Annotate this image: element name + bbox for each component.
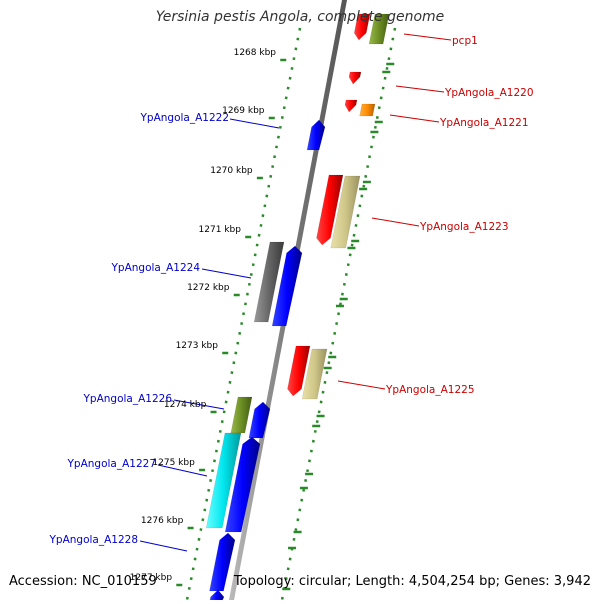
kbp-tick-label: 1274 kbp (164, 400, 207, 410)
gene-feature (230, 396, 253, 434)
label-leader-line (395, 85, 445, 93)
gene-feature (368, 13, 390, 45)
kbp-tick-label: 1271 kbp (199, 225, 242, 235)
kbp-tick-label: 1272 kbp (187, 283, 230, 293)
label-leader-line (389, 114, 440, 123)
gene-feature (287, 345, 311, 397)
gene-label: YpAngola_A1227 (66, 458, 156, 470)
kbp-tick-label: 1273 kbp (176, 341, 219, 351)
label-leader-line (157, 464, 208, 477)
gene-features (205, 13, 390, 603)
kbp-tick-label: 1276 kbp (141, 516, 184, 526)
gene-feature (306, 119, 326, 151)
gene-feature (316, 174, 344, 246)
gene-feature (253, 241, 285, 323)
kbp-tick-label: 1275 kbp (152, 458, 195, 468)
gene-feature (271, 245, 303, 327)
label-leaders (139, 33, 452, 552)
gene-label: YpAngola_A1221 (439, 117, 529, 129)
label-leader-line (337, 380, 386, 390)
map-title: Yersinia pestis Angola, complete genome (155, 9, 445, 25)
gene-feature (359, 103, 376, 117)
label-leader-line (173, 399, 225, 410)
gene-feature (209, 532, 236, 592)
label-leader-line (139, 540, 188, 552)
gene-feature (348, 71, 362, 85)
gene-label: YpAngola_A1223 (419, 221, 509, 233)
tick-marks-left (176, 58, 287, 587)
gene-feature (248, 401, 271, 439)
kbp-tick-label: 1270 kbp (210, 166, 253, 176)
label-leader-line (371, 217, 420, 227)
gene-feature (353, 13, 371, 41)
accession-text: Accession: NC_010159 (9, 574, 157, 589)
kbp-tick-label: 1268 kbp (234, 48, 277, 58)
label-leader-line (201, 268, 252, 279)
kbp-labels: 1268 kbp 1269 kbp 1270 kbp 1271 kbp 1272 kbp… (130, 48, 277, 583)
kbp-tick-label: 1277 kbp (130, 573, 173, 583)
gene-label: YpAngola_A1222 (139, 112, 229, 124)
tick-line-inner-right (280, 27, 397, 601)
gene-feature (205, 432, 242, 529)
gene-label: YpAngola_A1220 (444, 87, 534, 99)
genome-summary-text: Topology: circular; Length: 4,504,254 bp… (233, 574, 591, 589)
gene-label: YpAngola_A1224 (110, 262, 200, 274)
tick-line-outer-left (185, 27, 302, 601)
gene-feature (224, 436, 261, 533)
gene-label: YpAngola_A1228 (48, 534, 138, 546)
gene-feature (301, 348, 328, 400)
label-leader-line (229, 118, 280, 129)
label-leader-line (403, 33, 452, 41)
gene-feature (209, 589, 225, 603)
gene-label: YpAngola_A1225 (385, 384, 475, 396)
tick-marks-right (282, 62, 395, 591)
gene-label: YpAngola_A1226 (82, 393, 172, 405)
gene-feature (330, 175, 361, 249)
gene-feature (344, 99, 358, 113)
kbp-tick-label: 1269 kbp (222, 106, 265, 116)
gene-labels: pcp1 YpAngola_A1220 YpAngola_A1221 YpAngola… (48, 35, 533, 546)
gene-label: pcp1 (452, 35, 478, 47)
